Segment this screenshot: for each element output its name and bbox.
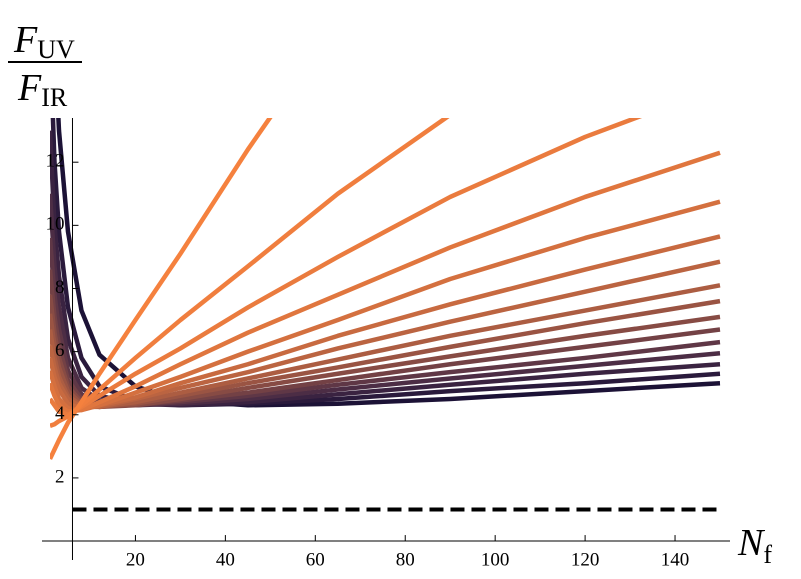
x-tick-label: 120	[571, 549, 600, 570]
y-label-numerator: FUV	[13, 19, 75, 64]
x-tick-label: 40	[216, 549, 235, 570]
series-line	[50, 234, 721, 411]
y-tick-label: 8	[55, 277, 65, 298]
x-tick-label: 20	[126, 549, 145, 570]
y-tick-label: 4	[55, 403, 65, 424]
series-line	[50, 150, 721, 414]
x-tick-label: 80	[396, 549, 415, 570]
series-line	[50, 118, 643, 418]
y-tick-label: 6	[55, 340, 65, 361]
y-tick-label: 2	[55, 466, 65, 487]
x-tick-label: 140	[661, 549, 690, 570]
y-label-denominator: FIR	[17, 67, 68, 112]
y-tick-label: 10	[45, 214, 64, 235]
plot-area	[50, 118, 721, 460]
x-label: Nf	[737, 522, 772, 569]
series-line	[50, 118, 450, 428]
x-tick-label: 60	[306, 549, 325, 570]
series-line	[50, 118, 273, 460]
y-tick-label: 12	[45, 151, 64, 172]
series-line	[50, 199, 721, 413]
x-tick-label: 100	[481, 549, 510, 570]
